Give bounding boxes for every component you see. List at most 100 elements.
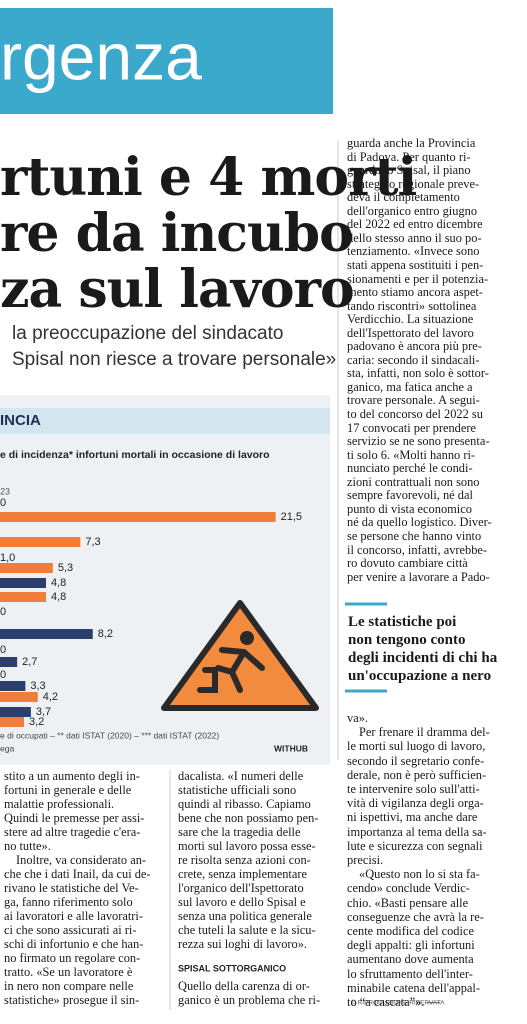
- text-line: stito a un aumento degli in-: [4, 769, 140, 783]
- footnote: ega: [0, 743, 14, 753]
- text-line: Verdicchio. La situazione: [347, 312, 474, 327]
- text-line: zioni contrattuali non sono: [347, 474, 480, 489]
- text-line: importanza al tema della sa-: [347, 824, 487, 839]
- text-line: to “a cascata”». —: [347, 995, 440, 1009]
- text-line: né da quello logistico. Diver-: [347, 515, 492, 530]
- text-line: tando riscontri» sottolinea: [347, 298, 477, 313]
- text-line: ganico è un problema che ri-: [178, 993, 321, 1007]
- bar-label: 3,7: [36, 706, 51, 718]
- pullquote-line: un'occupazione a nero: [348, 668, 492, 684]
- text-line: sempre favorevoli, né dal: [347, 488, 473, 503]
- text-line: di Padova. Per quanto ri-: [347, 149, 471, 164]
- headline-line: rtuni e 4 morti: [0, 147, 417, 208]
- bar-label: 4,8: [51, 577, 66, 589]
- text-line: padovano è ancora più pre-: [347, 339, 482, 354]
- text-line: deva il completamento: [347, 190, 460, 205]
- section-title: rgenza: [0, 19, 202, 93]
- text-line: sare che la tragedia delle: [178, 825, 301, 839]
- text-line: statistiche ufficiali sono: [178, 783, 297, 797]
- text-line: ga, fanno riferimento solo: [4, 895, 133, 909]
- bar-label: 21,5: [281, 511, 302, 523]
- cropped-label: 0: [0, 606, 6, 618]
- text-line: bene che non possiamo pen-: [178, 811, 319, 825]
- legend-fragment: 23: [0, 486, 10, 496]
- text-line: sta, infatti, non solo è sottor-: [347, 366, 489, 381]
- text-line: ro dovuto cambiare città: [347, 556, 468, 571]
- text-line: senza una politica generale: [178, 909, 312, 923]
- text-line: del 2022 ed entro dicembre: [347, 217, 483, 232]
- bar: [0, 629, 93, 639]
- section-band: [0, 8, 333, 114]
- text-line: aumentano dove aumenta: [347, 952, 474, 967]
- text-line: quindi al ribasso. Capiamo: [178, 797, 311, 811]
- bar: [0, 657, 18, 667]
- bar: [0, 512, 276, 522]
- text-line: guarda anche la Provincia: [347, 136, 476, 150]
- text-line: rivano le statistiche del Ve-: [4, 881, 139, 895]
- chart-label: INCIA: [0, 412, 41, 429]
- text-line: servizio se ne sono presenta-: [347, 434, 490, 449]
- pullquote-line: Le statistiche poi: [348, 614, 457, 630]
- bar-label: 3,2: [29, 716, 44, 728]
- text-line: crete, senza implementare: [178, 867, 307, 881]
- text-line: dacalista. «I numeri delle: [178, 769, 304, 783]
- text-line: conseguenze che avrà la re-: [347, 909, 484, 924]
- text-line: to del concorso del 2022 su: [347, 407, 483, 421]
- warning-sign: [161, 600, 319, 711]
- chart-title: e di incidenza* infortuni mortali in occ…: [0, 449, 270, 461]
- text-line: Per frenare il dramma del-: [359, 725, 490, 740]
- text-line: ci che sono assicurati ai ri-: [4, 923, 137, 937]
- text-line: ai lavoratori e alle lavoratri-: [4, 909, 143, 923]
- bar-label: 4,2: [43, 691, 58, 703]
- text-line: sul lavoro e dello Spisal e: [178, 895, 306, 909]
- text-line: derale, non è però sufficien-: [347, 767, 487, 782]
- text-line: che che i dati Inail, da cui de-: [4, 867, 151, 881]
- text-line: per venire a lavorare a Pado-: [347, 569, 490, 584]
- headline-line: za sul lavoro: [0, 259, 355, 320]
- text-line: precisi.: [347, 853, 384, 867]
- headline-line: re da incubo: [0, 203, 354, 264]
- text-line: lute e sicurezza con segnali: [347, 838, 483, 853]
- text-line: stati appena sostituiti i pen-: [347, 257, 484, 272]
- bar-label: 3,3: [30, 680, 45, 692]
- bar-label: 5,3: [58, 562, 73, 574]
- text-line: Inoltre, va considerato an-: [16, 853, 147, 867]
- cropped-label: 0: [0, 669, 6, 681]
- bar-label: 7,3: [85, 536, 100, 548]
- text-line: mento stiamo ancora aspet-: [347, 285, 483, 300]
- text-line: cente modifica del codice: [347, 924, 474, 938]
- text-line: vità di vigilanza degli orga-: [347, 796, 484, 811]
- text-line: se persone che hanno vinto: [347, 528, 482, 543]
- bar: [0, 563, 53, 573]
- chart-label-band: [0, 408, 330, 434]
- text-line: guarda lo Spisal, il piano: [347, 163, 471, 178]
- chart-source: WITHUB: [274, 743, 308, 753]
- text-line: punto di vista economico: [347, 501, 472, 516]
- text-line: nunciato perché le condi-: [347, 461, 473, 476]
- text-line: Quindi le premesse per assi-: [4, 811, 145, 825]
- text-line: ti solo 6. «Molti hanno ri-: [347, 447, 476, 462]
- text-line: schi di infortunio e che han-: [4, 937, 144, 951]
- text-line: 17 convocati per prendere: [347, 420, 477, 435]
- text-line: dell'organico entro giugno: [347, 203, 478, 218]
- text-line: l'organico dell'Ispettorato: [178, 881, 304, 895]
- text-line: ganico, ma fatica anche a: [347, 379, 473, 394]
- subhead: SPISAL SOTTORGANICO: [178, 963, 286, 973]
- text-line: fortuni in generale e delle: [4, 783, 132, 797]
- pullquote-line: non tengono conto: [348, 632, 466, 648]
- text-line: statistiche» prosegue il sin-: [4, 993, 140, 1007]
- bar: [0, 707, 31, 717]
- text-line: no firmato un regolare con-: [4, 951, 141, 965]
- text-line: tenziamento. «Invece sono: [347, 244, 480, 259]
- text-line: le morti sul luogo di lavoro,: [347, 739, 486, 754]
- cropped-label: 1,0: [0, 552, 15, 564]
- text-line: secondo il segretario confe-: [347, 753, 485, 768]
- text-line: Quello della carenza di or-: [178, 979, 310, 993]
- text-line: cendo» conclude Verdic-: [347, 881, 470, 896]
- text-line: degli appalti: gli infortuni: [347, 938, 475, 953]
- copyright: © RIPRODUZIONE RISERVATA: [351, 999, 445, 1007]
- text-line: chio. «Basti pensare alle: [347, 895, 469, 910]
- bar: [0, 537, 81, 547]
- bar: [0, 578, 46, 588]
